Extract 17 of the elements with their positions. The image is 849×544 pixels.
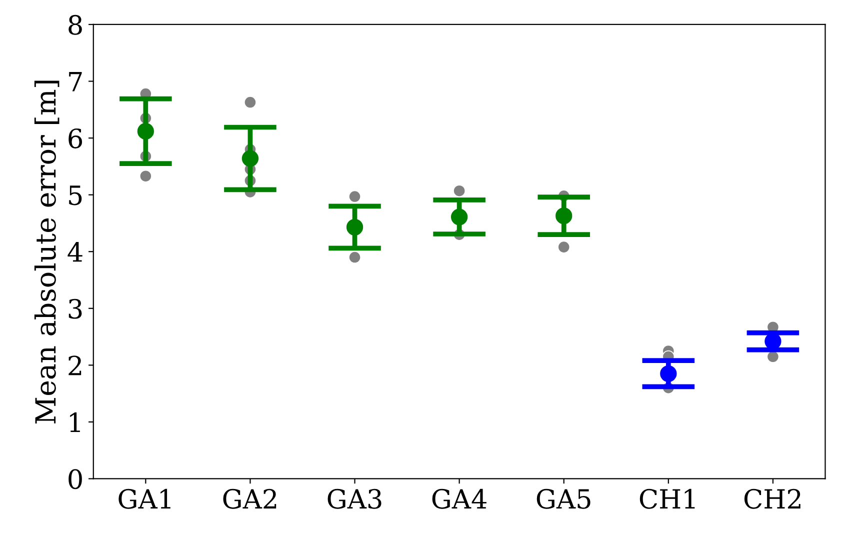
y-tick-label: 4 <box>68 242 82 262</box>
x-tick-label: CH1 <box>640 488 695 509</box>
x-tick-label: GA4 <box>432 488 486 509</box>
y-tick-label: 8 <box>68 14 82 35</box>
y-tick-label: 7 <box>69 72 82 92</box>
y-tick-label: 6 <box>68 128 82 148</box>
y-tick-label: 5 <box>69 186 82 206</box>
x-tick-label: GA1 <box>118 488 170 509</box>
y-tick-label: 1 <box>70 412 80 432</box>
y-axis-title: Mean absolute error [m] <box>34 80 60 424</box>
y-tick-label: 2 <box>68 356 82 376</box>
x-tick-label: CH2 <box>744 488 800 509</box>
y-tick-label: 0 <box>68 469 82 490</box>
x-tick-label: GA5 <box>536 488 590 509</box>
y-tick-label: 3 <box>68 298 82 319</box>
x-tick-label: GA2 <box>223 488 276 509</box>
x-tick-label: GA3 <box>328 488 382 509</box>
